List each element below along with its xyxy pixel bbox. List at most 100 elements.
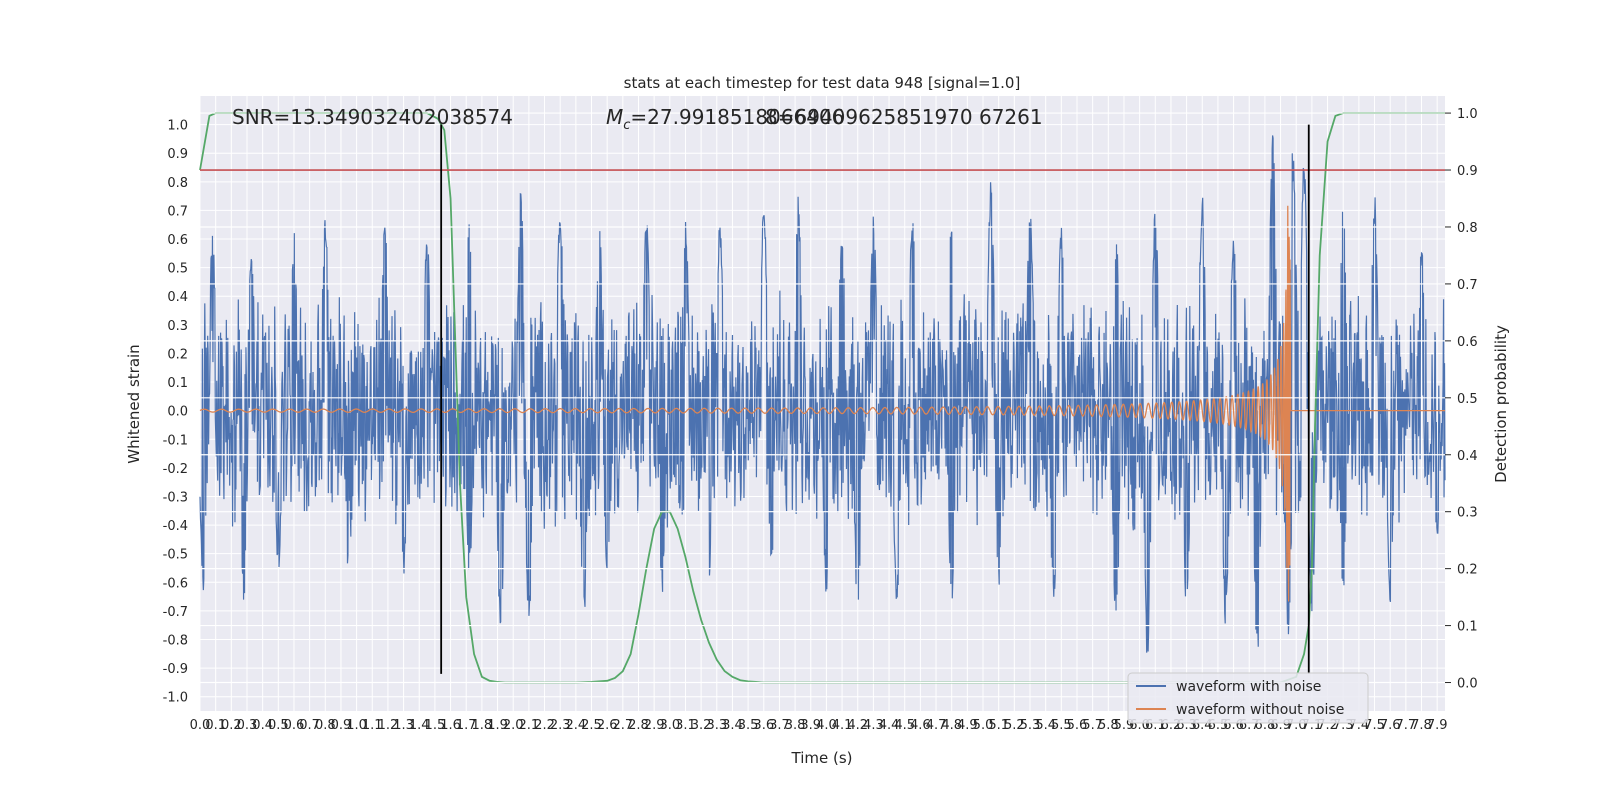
- x-tick-label: 0.2: [221, 718, 242, 733]
- y-tick-label: -0.6: [163, 576, 188, 591]
- x-tick-label: 3.6: [753, 718, 774, 733]
- x-tick-label: 5.5: [1051, 718, 1072, 733]
- x-tick-label: 2.9: [644, 718, 665, 733]
- x-tick-label: 4.0: [816, 718, 837, 733]
- x-tick-label: 4.9: [957, 718, 978, 733]
- y2-tick-label: 0.3: [1457, 506, 1478, 521]
- x-tick-label: 0.6: [284, 718, 305, 733]
- y2-tick-label: 0.9: [1457, 164, 1478, 179]
- y-tick-label: -0.3: [163, 490, 188, 505]
- x-tick-label: 1.6: [440, 718, 461, 733]
- y-tick-label: -0.4: [163, 519, 188, 534]
- y-tick-label: 0.6: [167, 233, 188, 248]
- y2-tick-label: 0.8: [1457, 221, 1478, 236]
- x-tick-label: 4.1: [832, 718, 853, 733]
- x-tick-label: 0.7: [299, 718, 320, 733]
- x-tick-label: 4.8: [941, 718, 962, 733]
- x-tick-label: 2.3: [550, 718, 571, 733]
- x-tick-label: 1.3: [393, 718, 414, 733]
- x-tick-label: 0.8: [315, 718, 336, 733]
- y-tick-label: -0.7: [163, 605, 188, 620]
- chart-title: stats at each timestep for test data 948…: [624, 74, 1021, 92]
- y-tick-label: 1.0: [167, 119, 188, 134]
- x-tick-label: 2.0: [503, 718, 524, 733]
- x-tick-label: 2.8: [628, 718, 649, 733]
- y-tick-label: 0.5: [167, 262, 188, 277]
- x-tick-label: 5.4: [1035, 718, 1056, 733]
- legend: waveform with noise waveform without noi…: [1127, 672, 1369, 724]
- y-tick-label: 0.2: [167, 347, 188, 362]
- chirp-mass-symbol: M: [606, 105, 623, 129]
- x-tick-label: 7.7: [1396, 718, 1417, 733]
- y-tick-label: 0.9: [167, 147, 188, 162]
- x-tick-label: 2.2: [534, 718, 555, 733]
- x-tick-label: 0.0: [190, 718, 211, 733]
- x-tick-label: 0.4: [252, 718, 273, 733]
- noisy-waveform-line: [199, 135, 1446, 653]
- y2-tick-label: 0.2: [1457, 563, 1478, 578]
- clean-waveform-line: [199, 205, 1445, 602]
- y2-tick-label: 1.0: [1457, 107, 1478, 122]
- chirp-mass-value: =27.9918518066406: [630, 105, 844, 129]
- y-tick-label: 0.8: [167, 176, 188, 191]
- x-tick-label: 1.5: [425, 718, 446, 733]
- x-tick-label: 1.4: [409, 718, 430, 733]
- y-tick-label: 0.0: [167, 405, 188, 420]
- x-tick-label: 3.7: [769, 718, 790, 733]
- x-tick-label: 5.3: [1020, 718, 1041, 733]
- x-tick-label: 7.9: [1427, 718, 1448, 733]
- series-waveform-without-noise: [199, 205, 1445, 602]
- x-tick-label: 4.7: [926, 718, 947, 733]
- y2-tick-label: 0.6: [1457, 335, 1478, 350]
- x-tick-label: 5.8: [1098, 718, 1119, 733]
- x-tick-label: 4.4: [879, 718, 900, 733]
- y-tick-label: 0.3: [167, 319, 188, 334]
- y2-tick-label: 0.4: [1457, 449, 1478, 464]
- chirp-mass-annotation: Mc=27.9918518066406: [606, 105, 844, 133]
- reference-lines: [200, 112, 1445, 684]
- y2-tick-label: 0.1: [1457, 620, 1478, 635]
- x-tick-label: 3.2: [691, 718, 712, 733]
- legend-label-clean: waveform without noise: [1176, 702, 1344, 718]
- legend-box: [1127, 672, 1369, 724]
- x-tick-label: 7.5: [1364, 718, 1385, 733]
- x-tick-label: 5.6: [1067, 718, 1088, 733]
- y-tick-label: -0.2: [163, 462, 188, 477]
- x-tick-label: 5.7: [1082, 718, 1103, 733]
- y2-tick-label: 0.5: [1457, 392, 1478, 407]
- y2-axis-label: Detection probability: [1492, 325, 1510, 483]
- x-tick-label: 0.5: [268, 718, 289, 733]
- x-tick-label: 5.1: [988, 718, 1009, 733]
- x-tick-label: 2.7: [612, 718, 633, 733]
- x-tick-label: 1.8: [472, 718, 493, 733]
- y-tick-label: -0.5: [163, 548, 188, 563]
- y-tick-label: 0.1: [167, 376, 188, 391]
- x-tick-label: 2.4: [566, 718, 587, 733]
- x-tick-label: 4.6: [910, 718, 931, 733]
- chirp-mass-subscript: c: [623, 118, 630, 133]
- x-tick-label: 3.3: [706, 718, 727, 733]
- y-tick-label: 0.7: [167, 204, 188, 219]
- x-tick-label: 3.4: [722, 718, 743, 733]
- y-tick-label: -0.1: [163, 433, 188, 448]
- y-axis-label: Whitened strain: [125, 344, 143, 463]
- x-tick-label: 1.2: [378, 718, 399, 733]
- legend-label-noise: waveform with noise: [1176, 679, 1321, 695]
- x-tick-label: 1.7: [456, 718, 477, 733]
- x-tick-label: 4.3: [863, 718, 884, 733]
- y-tick-label: -0.8: [163, 633, 188, 648]
- overlapping-annotation: 8=69409625851970 67261: [765, 105, 1043, 129]
- y-tick-label: -1.0: [163, 691, 188, 706]
- x-tick-label: 3.9: [800, 718, 821, 733]
- y-tick-label: -0.9: [163, 662, 188, 677]
- x-tick-label: 2.1: [519, 718, 540, 733]
- x-tick-label: 0.1: [205, 718, 226, 733]
- x-tick-label: 1.9: [487, 718, 508, 733]
- snr-annotation: SNR=13.349032402038574: [232, 105, 513, 129]
- x-axis-label: Time (s): [791, 749, 853, 767]
- x-tick-label: 1.1: [362, 718, 383, 733]
- x-tick-label: 5.2: [1004, 718, 1025, 733]
- x-tick-label: 3.5: [738, 718, 759, 733]
- y-tick-label: 0.4: [167, 290, 188, 305]
